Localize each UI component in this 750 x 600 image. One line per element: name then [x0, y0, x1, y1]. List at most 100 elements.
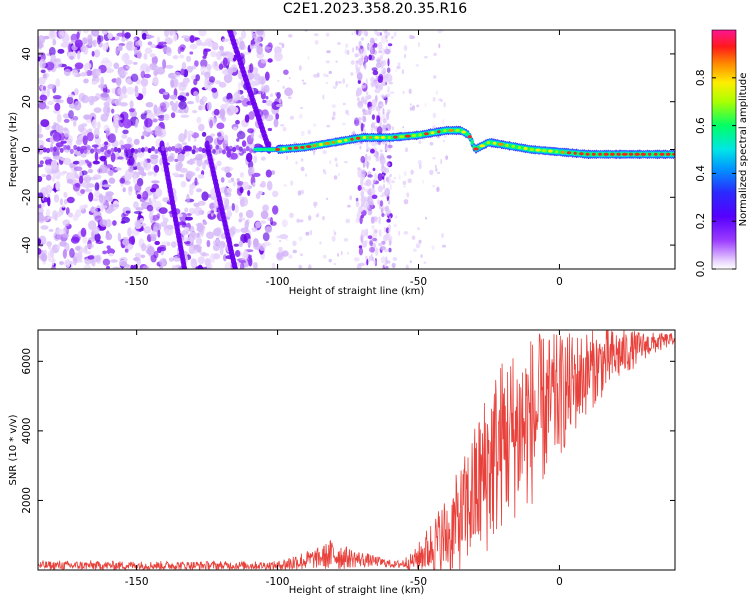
noise-blob — [54, 213, 58, 221]
noise-blob — [377, 41, 383, 51]
noise-blob — [296, 218, 300, 223]
noise-blob — [346, 49, 350, 55]
noise-blob — [154, 240, 160, 246]
noise-blob — [147, 41, 153, 46]
noise-blob — [77, 124, 85, 133]
noise-blob — [380, 246, 386, 251]
noise-blob — [41, 253, 48, 262]
noise-blob — [286, 155, 289, 160]
signal-peak — [634, 152, 640, 156]
noise-blob — [117, 147, 122, 153]
noise-blob — [129, 100, 134, 109]
noise-blob — [316, 72, 320, 78]
noise-blob — [278, 98, 282, 104]
noise-blob — [284, 87, 293, 97]
noise-blob — [300, 130, 305, 137]
noise-blob — [151, 146, 155, 152]
noise-blob — [38, 238, 42, 245]
noise-blob — [109, 98, 117, 104]
noise-blob — [337, 173, 340, 176]
noise-blob — [360, 37, 365, 41]
noise-blob — [433, 52, 437, 57]
noise-blob — [69, 148, 74, 154]
noise-blob — [162, 46, 172, 54]
noise-blob — [52, 95, 62, 100]
noise-blob — [149, 131, 155, 135]
noise-blob — [69, 162, 76, 169]
colorbar-gradient — [711, 29, 737, 270]
noise-blob — [83, 174, 92, 183]
noise-blob — [124, 248, 129, 253]
noise-blob — [253, 155, 258, 164]
noise-blob — [220, 186, 229, 194]
noise-blob — [220, 166, 230, 172]
noise-blob — [367, 235, 373, 240]
signal-blob — [446, 128, 450, 133]
noise-blob — [134, 91, 139, 98]
noise-blob — [217, 132, 222, 137]
noise-blob — [118, 93, 128, 99]
noise-blob — [241, 140, 247, 148]
noise-blob — [387, 209, 392, 215]
noise-blob — [196, 232, 200, 238]
noise-blob — [234, 204, 239, 214]
signal-peak — [313, 144, 317, 148]
noise-blob — [178, 161, 183, 169]
noise-blob — [153, 164, 160, 173]
noise-blob — [202, 220, 208, 226]
noise-blob — [74, 39, 83, 48]
noise-blob — [186, 193, 190, 204]
noise-blob — [143, 53, 148, 60]
noise-blob — [60, 140, 67, 144]
signal-peak — [362, 136, 367, 139]
noise-blob — [232, 126, 238, 131]
noise-blob — [211, 87, 218, 93]
noise-blob — [135, 207, 144, 211]
noise-blob — [55, 99, 64, 104]
noise-blob — [114, 167, 122, 171]
noise-blob — [177, 153, 185, 162]
noise-blob — [362, 114, 365, 122]
noise-blob — [313, 201, 318, 207]
noise-blob — [337, 42, 341, 45]
noise-blob — [47, 100, 54, 106]
noise-blob — [105, 68, 114, 74]
noise-blob — [278, 42, 283, 45]
noise-blob — [120, 144, 125, 150]
noise-blob — [258, 243, 266, 251]
noise-blob — [408, 88, 412, 95]
noise-blob — [434, 164, 437, 169]
noise-blob — [276, 251, 284, 261]
noise-blob — [134, 252, 141, 258]
signal-peak — [331, 140, 335, 144]
noise-blob — [167, 146, 172, 152]
noise-blob — [100, 92, 110, 101]
noise-blob — [142, 130, 149, 136]
noise-blob — [326, 32, 330, 37]
noise-blob — [366, 91, 369, 96]
noise-blob — [401, 69, 404, 75]
noise-blob — [391, 180, 395, 184]
noise-blob — [79, 205, 85, 211]
noise-blob — [122, 239, 130, 246]
noise-blob — [117, 45, 123, 52]
noise-blob — [42, 97, 46, 101]
noise-blob — [335, 80, 338, 87]
noise-blob — [387, 175, 391, 185]
noise-blob — [233, 243, 240, 247]
noise-blob — [149, 53, 156, 58]
noise-blob — [187, 133, 191, 142]
x-tick-label: 0 — [556, 276, 563, 288]
noise-blob — [126, 86, 135, 95]
noise-blob — [113, 146, 118, 153]
noise-blob — [153, 222, 162, 233]
noise-blob — [375, 247, 379, 256]
signal-peak — [282, 147, 286, 151]
noise-blob — [299, 253, 303, 257]
noise-blob — [391, 262, 396, 269]
noise-blob — [86, 243, 95, 249]
noise-blob — [94, 151, 99, 161]
noise-blob — [63, 68, 71, 77]
noise-blob — [375, 82, 381, 88]
